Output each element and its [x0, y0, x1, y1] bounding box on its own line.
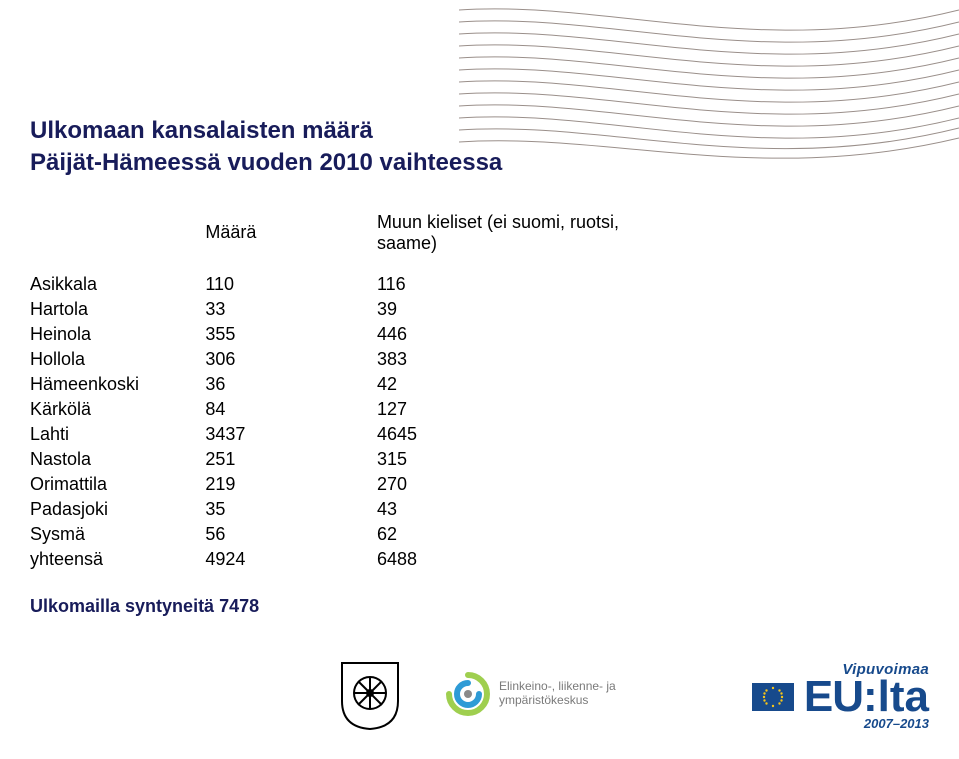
row-muun: 315	[377, 447, 680, 472]
row-label: Asikkala	[30, 272, 205, 297]
row-label: Lahti	[30, 422, 205, 447]
crest-icon	[340, 661, 400, 731]
row-muun: 43	[377, 497, 680, 522]
header-maara: Määrä	[205, 210, 377, 272]
title-line-1: Ulkomaan kansalaisten määrä	[30, 117, 373, 144]
row-maara: 251	[205, 447, 377, 472]
row-label: Padasjoki	[30, 497, 205, 522]
row-label: Kärkölä	[30, 397, 205, 422]
title-line-2: Päijät-Hämeessä vuoden 2010 vaihteessa	[30, 149, 502, 176]
row-label: Nastola	[30, 447, 205, 472]
table-row: Sysmä5662	[30, 522, 680, 547]
row-maara: 84	[205, 397, 377, 422]
row-label: Hollola	[30, 347, 205, 372]
ely-text: Elinkeino-, liikenne- ja ympäristökeskus	[499, 680, 616, 708]
data-table: Määrä Muun kieliset (ei suomi, ruotsi, s…	[30, 210, 680, 572]
row-muun: 4645	[377, 422, 680, 447]
row-label: Heinola	[30, 322, 205, 347]
ely-text-line1: Elinkeino-, liikenne- ja	[499, 679, 616, 693]
row-muun: 116	[377, 272, 680, 297]
table-row: Nastola251315	[30, 447, 680, 472]
eu-line: EU:lta	[709, 672, 929, 722]
row-maara: 35	[205, 497, 377, 522]
row-maara: 3437	[205, 422, 377, 447]
total-label: yhteensä	[30, 547, 205, 572]
row-maara: 355	[205, 322, 377, 347]
table-row: Asikkala110116	[30, 272, 680, 297]
row-maara: 33	[205, 297, 377, 322]
table-row: Hartola3339	[30, 297, 680, 322]
row-muun: 42	[377, 372, 680, 397]
table-row: Hämeenkoski3642	[30, 372, 680, 397]
footer: Elinkeino-, liikenne- ja ympäristökeskus…	[0, 611, 959, 731]
row-label: Hartola	[30, 297, 205, 322]
table-row: Padasjoki3543	[30, 497, 680, 522]
ely-text-line2: ympäristökeskus	[499, 693, 588, 707]
row-maara: 36	[205, 372, 377, 397]
row-muun: 446	[377, 322, 680, 347]
row-muun: 270	[377, 472, 680, 497]
ely-logo: Elinkeino-, liikenne- ja ympäristökeskus	[445, 669, 655, 719]
eu-suffix: :lta	[863, 672, 929, 722]
content-area: Ulkomaan kansalaisten määrä Päijät-Hämee…	[30, 115, 680, 617]
row-maara: 306	[205, 347, 377, 372]
row-maara: 219	[205, 472, 377, 497]
table-row: Kärkölä84127	[30, 397, 680, 422]
row-muun: 127	[377, 397, 680, 422]
table-row: Hollola306383	[30, 347, 680, 372]
table-total-row: yhteensä49246488	[30, 547, 680, 572]
header-empty	[30, 210, 205, 272]
table-row: Heinola355446	[30, 322, 680, 347]
ely-swirl-icon	[445, 671, 491, 717]
row-muun: 62	[377, 522, 680, 547]
row-maara: 110	[205, 272, 377, 297]
eu-logo-block: Vipuvoimaa	[709, 661, 929, 731]
eu-flag-icon	[752, 683, 794, 711]
total-muun: 6488	[377, 547, 680, 572]
table-header-row: Määrä Muun kieliset (ei suomi, ruotsi, s…	[30, 210, 680, 272]
table-row: Orimattila219270	[30, 472, 680, 497]
eu-prefix: EU	[804, 672, 863, 722]
row-muun: 383	[377, 347, 680, 372]
header-muun: Muun kieliset (ei suomi, ruotsi, saame)	[377, 210, 680, 272]
row-label: Hämeenkoski	[30, 372, 205, 397]
page-title: Ulkomaan kansalaisten määrä Päijät-Hämee…	[30, 115, 680, 180]
total-maara: 4924	[205, 547, 377, 572]
row-maara: 56	[205, 522, 377, 547]
row-label: Orimattila	[30, 472, 205, 497]
table-row: Lahti34374645	[30, 422, 680, 447]
row-muun: 39	[377, 297, 680, 322]
row-label: Sysmä	[30, 522, 205, 547]
